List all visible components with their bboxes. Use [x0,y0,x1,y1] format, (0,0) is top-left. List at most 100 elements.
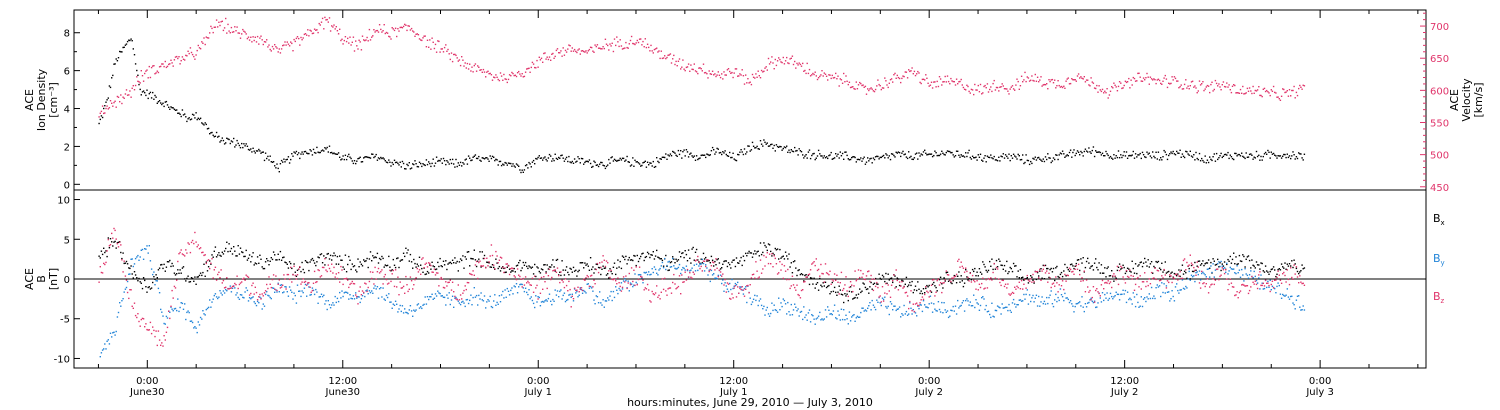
bz-point [481,265,483,267]
density-point [1073,149,1075,151]
bz-point [585,277,587,279]
velocity-point [205,36,207,38]
density-point [695,155,698,157]
bx-point [235,255,237,257]
bx-point [1018,277,1020,279]
bz-point [211,258,213,260]
density-point [286,158,288,161]
by-point [149,260,152,262]
bz-point [396,286,398,288]
by-point [545,299,547,301]
bx-point [977,275,979,277]
density-point [682,151,684,153]
density-point [939,153,942,155]
bz-point [407,290,409,293]
velocity-point [572,50,575,52]
density-point [604,167,607,170]
bz-point [260,298,262,300]
bx-point [380,258,382,261]
density-point [439,160,441,162]
velocity-point [814,71,816,73]
velocity-point [534,66,536,69]
bx-point [449,261,451,264]
velocity-point [674,63,676,66]
bx-point [248,254,251,256]
bx-point [152,281,154,284]
velocity-point [609,43,611,45]
bz-point [172,297,174,299]
velocity-point [352,36,355,38]
bz-point [296,274,299,276]
bz-point [457,284,459,286]
velocity-point [1091,81,1093,83]
by-point [222,290,225,292]
by-point [191,321,194,324]
bx-point [952,280,954,282]
by-point [275,289,277,291]
by-point [515,283,518,285]
bz-point [515,278,518,281]
density-point [756,145,758,148]
velocity-point [466,62,469,65]
bx-point [261,266,263,268]
velocity-point [670,62,673,64]
bz-point [592,286,594,288]
velocity-point [1210,83,1212,86]
velocity-point [524,71,527,73]
bx-point [456,260,458,263]
top-panel-frame [73,9,1427,191]
bz-point [98,281,100,283]
by-point [758,300,760,302]
velocity-point [222,29,225,32]
by-point [486,301,488,303]
density-point [409,168,412,170]
density-point [550,155,552,157]
by-point [1254,275,1256,278]
density-point [699,157,701,159]
velocity-point [1282,88,1284,90]
bx-point [933,281,935,284]
by-point [643,271,645,274]
by-point [823,318,825,320]
by-point [832,310,835,312]
bz-point [581,289,584,292]
velocity-point [219,24,221,27]
bx-point [1215,263,1218,266]
day-tick-label: June30 [129,387,165,398]
bx-point [407,249,409,251]
velocity-point [894,72,896,75]
density-point [551,160,553,162]
bz-point [212,277,214,279]
density-point [397,162,399,165]
bx-point [391,269,393,271]
by-point [563,292,566,294]
by-point [132,265,134,268]
bx-point [1188,267,1190,270]
density-point [449,158,451,161]
by-point [998,306,1000,308]
velocity-point [830,77,832,80]
bx-point [843,301,845,304]
bz-point [412,288,414,290]
bz-point [559,281,561,284]
by-point [361,295,364,297]
velocity-point [780,61,782,63]
bx-point [441,265,443,268]
velocity-point [689,70,691,72]
by-point [680,272,682,275]
bx-point [779,248,781,251]
velocity-point [124,93,127,95]
density-point [416,165,418,168]
by-point [231,287,234,289]
by-point [1185,285,1187,288]
bx-point [690,262,692,264]
bx-point [115,247,117,249]
by-point [969,301,971,303]
density-point [478,155,480,158]
bx-point [737,262,739,264]
velocity-point [1213,88,1215,91]
velocity-point [1303,85,1306,87]
velocity-point [1181,88,1184,90]
by-point [1020,300,1023,302]
bx-point [454,257,456,259]
